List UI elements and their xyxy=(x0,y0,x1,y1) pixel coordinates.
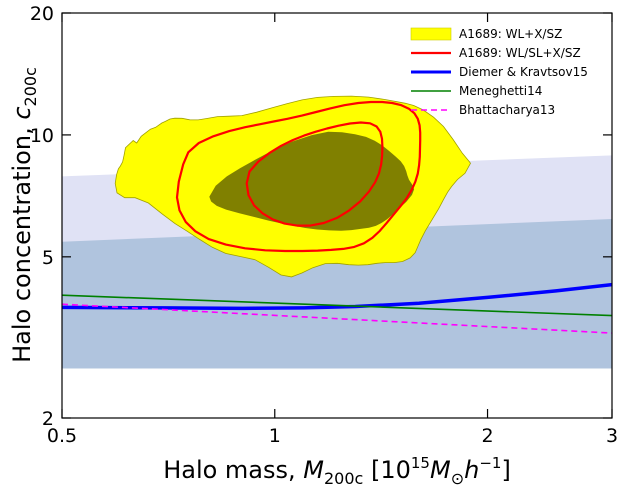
x-tick-label: 2 xyxy=(481,425,493,447)
y-tick-label: 5 xyxy=(42,247,54,269)
y-tick-label: 10 xyxy=(30,125,54,147)
series-line-1 xyxy=(62,294,612,317)
x-tick-label: 1 xyxy=(269,425,281,447)
x-tick-label: 3 xyxy=(606,425,618,447)
x-axis-title: Halo mass, M200c [1015M⊙h−1] xyxy=(163,454,511,488)
legend-label: Bhattacharya13 xyxy=(459,103,555,117)
axis-ticks: 0.5 1 2 3 2 5 10 20 xyxy=(30,3,618,447)
band-inner xyxy=(62,219,612,369)
series-line-2 xyxy=(62,303,612,334)
x-tick-label: 0.5 xyxy=(47,425,77,447)
y-tick-label: 2 xyxy=(42,408,54,430)
legend: A1689: WL+X/SZ A1689: WL/SL+X/SZ Diemer & … xyxy=(410,27,588,117)
y-axis-title: Halo concentration, c200c xyxy=(8,67,40,363)
contour-wl-xsz-inner xyxy=(209,131,415,231)
contour-wl-sl-xsz-inner xyxy=(245,121,384,227)
legend-label: Diemer & Kravtsov15 xyxy=(459,65,588,79)
plot-frame xyxy=(61,12,613,419)
a1689-contours xyxy=(114,95,471,278)
contour-wl-sl-xsz-outer xyxy=(175,100,422,253)
legend-swatch xyxy=(410,27,452,41)
model-curves xyxy=(62,282,612,334)
y-tick-label: 20 xyxy=(30,3,54,25)
legend-label: Meneghetti14 xyxy=(459,84,542,98)
legend-label: A1689: WL+X/SZ xyxy=(459,27,562,41)
legend-label: A1689: WL/SL+X/SZ xyxy=(459,46,581,60)
plot-area xyxy=(62,95,612,369)
